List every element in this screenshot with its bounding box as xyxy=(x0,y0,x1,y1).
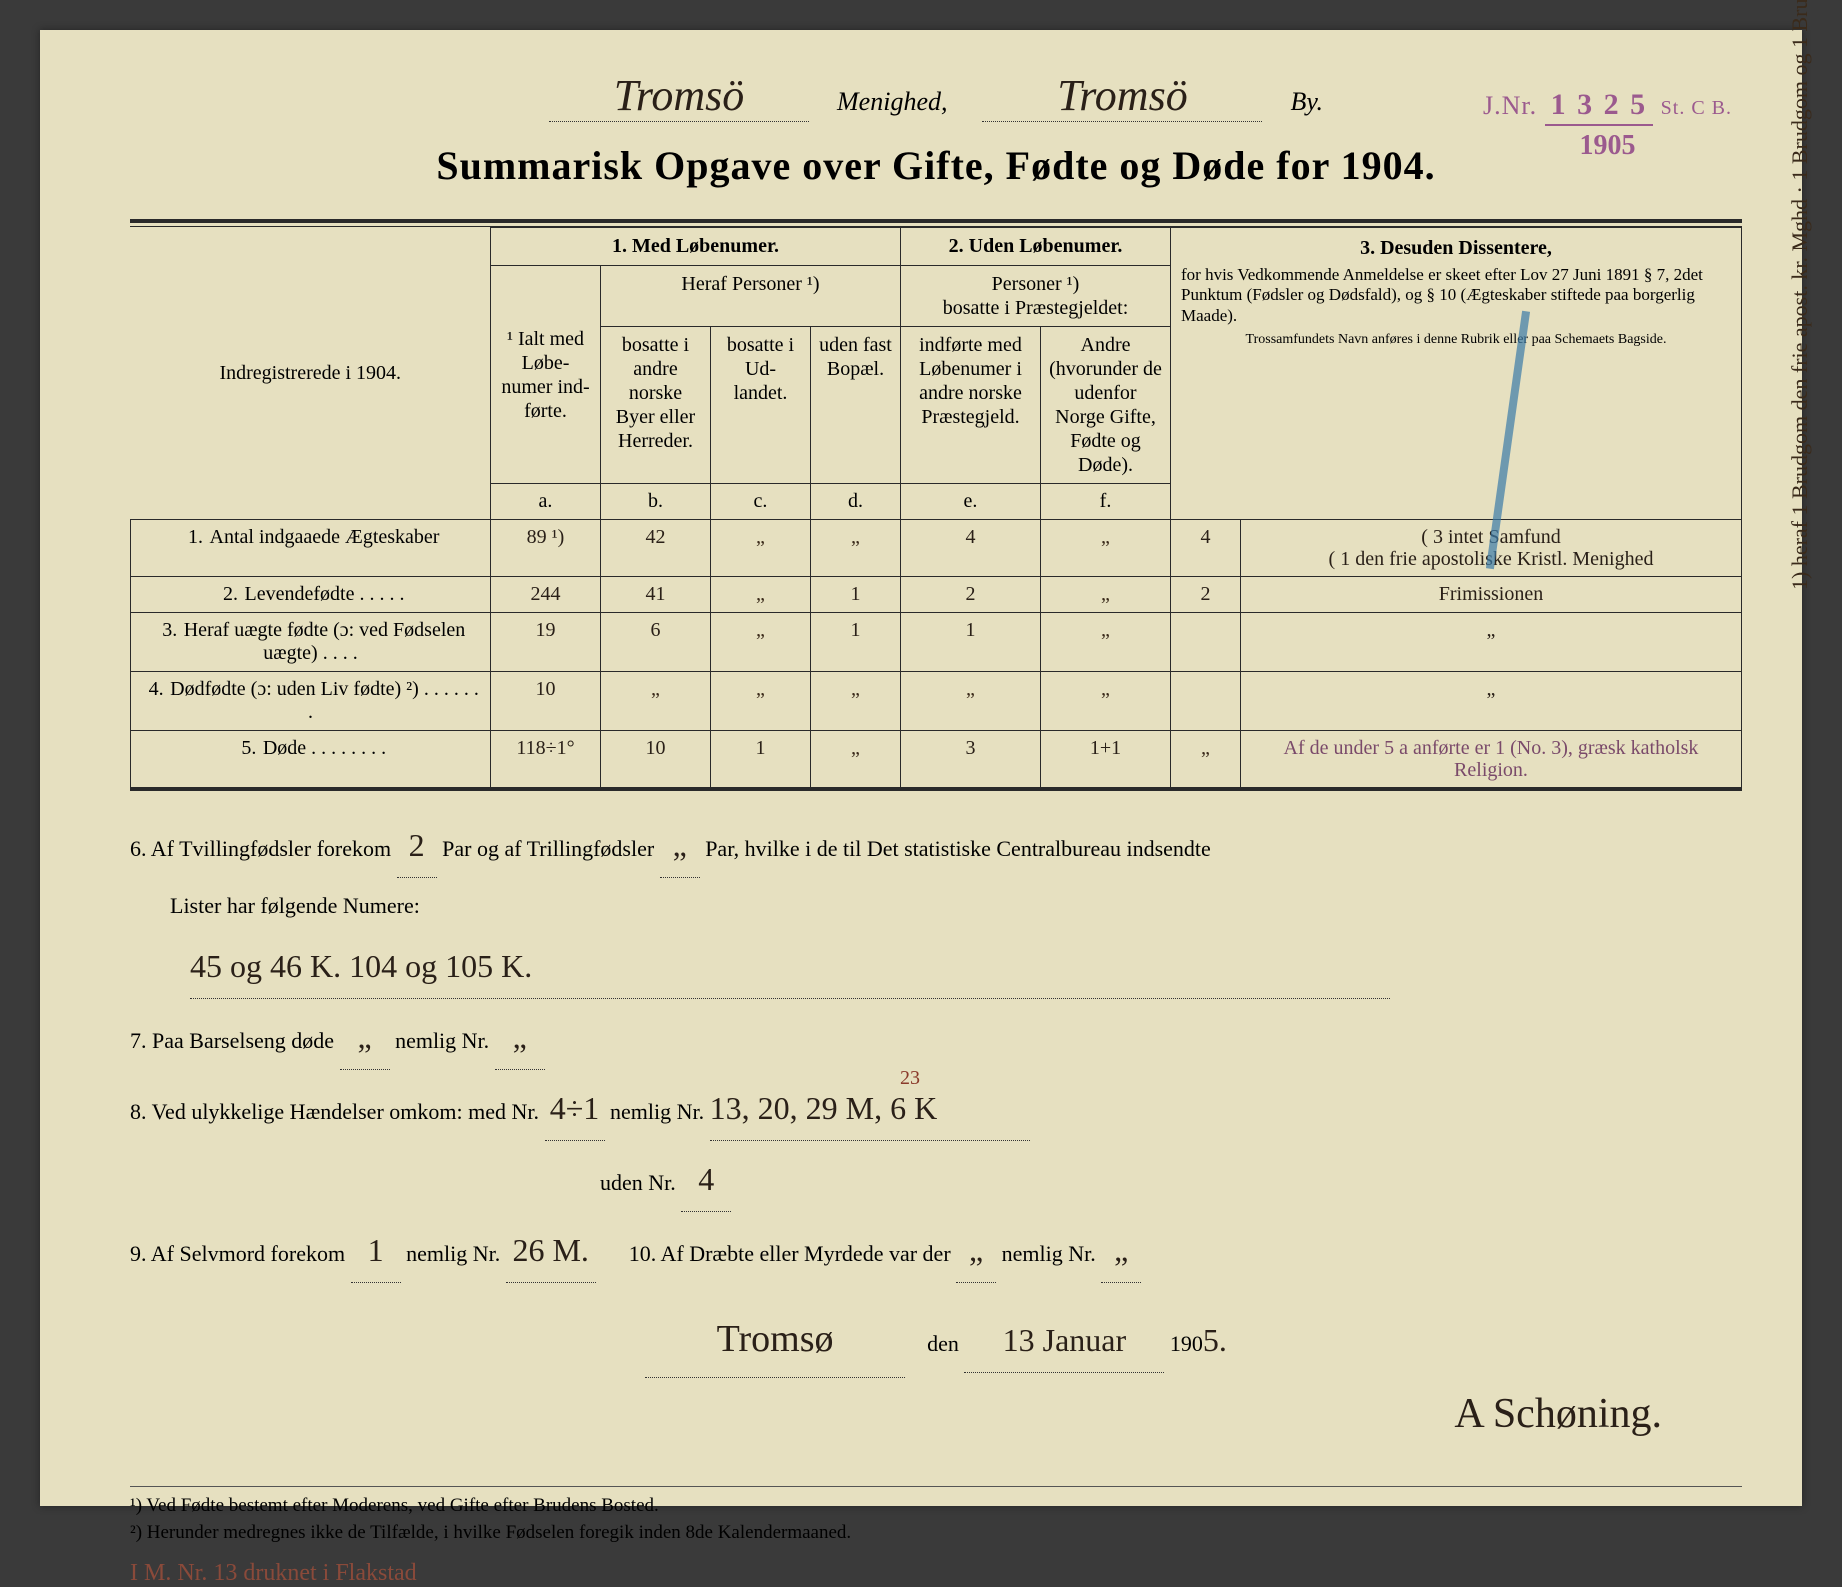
heraf-header: Heraf Personer ¹) xyxy=(601,266,901,327)
parish-name-hw: Tromsö xyxy=(549,70,809,122)
sub-c: c. xyxy=(711,484,811,520)
col-group-2: 2. Uden Løbenumer. xyxy=(901,228,1171,266)
table-row: 5.Døde . . . . . . . . 118÷1° 10 1 „ 3 1… xyxy=(131,731,1742,790)
note-6-cont: Lister har følgende Numere: xyxy=(130,884,1742,928)
signature-line: Tromsø den 13 Januar 1905. xyxy=(130,1301,1742,1378)
bottom-handwritten-note: I M. Nr. 13 druknet i Flakstad xyxy=(130,1560,1742,1587)
margin-handwritten-note: 1) heraf 1 Brudgom den frie apost. kr. M… xyxy=(1787,90,1813,590)
col-a-header: ¹ Ialt med Løbe-numer ind-førte. xyxy=(491,266,601,484)
note-8-uden: uden Nr. 4 xyxy=(130,1147,1742,1212)
col-e-header: indførte med Løbenumer i andre norske Pr… xyxy=(901,327,1041,484)
note-9-10: 9. Af Selvmord forekom 1 nemlig Nr. 26 M… xyxy=(130,1218,1742,1283)
g2-sub-header: Personer ¹) bosatte i Præstegjeldet: xyxy=(901,266,1171,327)
left-header: Indregistrerede i 1904. xyxy=(131,228,491,520)
footnote-1: ¹) Ved Fødte bestemt efter Moderens, ved… xyxy=(130,1493,1742,1520)
note-6: 6. Af Tvillingfødsler forekom 2 Par og a… xyxy=(130,813,1742,878)
stamp-prefix: J.Nr. xyxy=(1483,91,1537,120)
table-body: 1.Antal indgaaede Ægteskaber 89 ¹) 42 „ … xyxy=(131,520,1742,790)
col-f-header: Andre (hvorunder de udenfor Norge Gifte,… xyxy=(1041,327,1171,484)
table-row: 3.Heraf uægte fødte (ɔ: ved Fødselen uæg… xyxy=(131,613,1742,672)
stamp-year: 1905 xyxy=(1483,128,1732,164)
correction-23: 23 xyxy=(900,1058,920,1098)
parish-label: Menighed, xyxy=(837,87,947,116)
notes-section: 6. Af Tvillingfødsler forekom 2 Par og a… xyxy=(130,813,1742,1456)
table-row: 1.Antal indgaaede Ægteskaber 89 ¹) 42 „ … xyxy=(131,520,1742,577)
sub-b: b. xyxy=(601,484,711,520)
table-row: 4.Dødfødte (ɔ: uden Liv fødte) ²) . . . … xyxy=(131,672,1742,731)
rule-top xyxy=(130,219,1742,227)
sub-e: e. xyxy=(901,484,1041,520)
sub-f: f. xyxy=(1041,484,1171,520)
stamp-number: 1 3 2 5 xyxy=(1545,85,1654,126)
registry-stamp: J.Nr. 1 3 2 5 St. C B. 1905 xyxy=(1483,85,1732,164)
note-6-nums: 45 og 46 K. 104 og 105 K. xyxy=(130,934,1742,999)
sub-d: d. xyxy=(811,484,901,520)
col-group-1: 1. Med Løbenumer. xyxy=(491,228,901,266)
city-label: By. xyxy=(1290,87,1323,116)
col-b-header: bosatte i andre norske Byer eller Herred… xyxy=(601,327,711,484)
note-8: 8. Ved ulykkelige Hændelser omkom: med N… xyxy=(130,1076,1742,1141)
document-page: J.Nr. 1 3 2 5 St. C B. 1905 1) heraf 1 B… xyxy=(40,30,1802,1506)
col-d-header: uden fast Bopæl. xyxy=(811,327,901,484)
footnotes: ¹) Ved Fødte bestemt efter Moderens, ved… xyxy=(130,1486,1742,1546)
stamp-suffix: St. C B. xyxy=(1661,97,1732,119)
table-row: 2.Levendefødte . . . . . 244 41 „ 1 2 „ … xyxy=(131,577,1742,613)
sub-a: a. xyxy=(491,484,601,520)
city-name-hw: Tromsö xyxy=(982,70,1262,122)
note-7: 7. Paa Barselseng døde „ nemlig Nr. „ xyxy=(130,1005,1742,1070)
signature-name: A Schøning. xyxy=(130,1372,1662,1456)
col-group-3: 3. Desuden Dissentere, for hvis Vedkomme… xyxy=(1171,228,1742,520)
col-c-header: bosatte i Ud-landet. xyxy=(711,327,811,484)
footnote-2: ²) Herunder medregnes ikke de Tilfælde, … xyxy=(130,1520,1742,1547)
